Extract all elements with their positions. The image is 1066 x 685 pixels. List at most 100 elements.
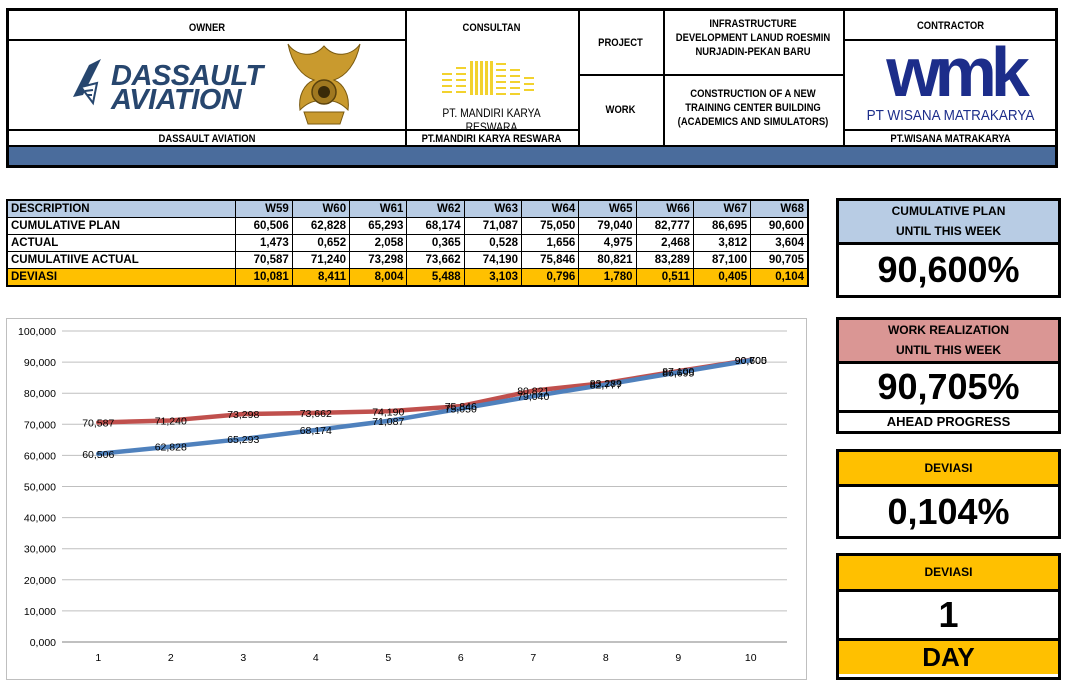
deviation-value: 0,104% [839,484,1058,537]
work-realization-subtitle: UNTIL THIS WEEK [895,343,1002,357]
table-cell: 10,081 [234,268,293,287]
progress-chart: 0,000 10,000 20,000 30,000 40,000 50,000 60,00… [6,318,807,680]
table-cell: 0,511 [635,268,694,287]
work-label: WORK [605,104,636,116]
table-cell: 90,705 [750,251,809,269]
table-cell: 8,004 [349,268,408,287]
table-cell: 87,100 [692,251,752,269]
y-tick-label: 80,000 [24,388,56,400]
consultant-name: PT.MANDIRI KARYA RESWARA [421,133,562,145]
table-cell: 3,604 [750,234,809,252]
dassault-logo-line2: AVIATION [111,84,242,116]
data-label: 71,087 [372,416,404,428]
cumulative-plan-subtitle: UNTIL THIS WEEK [895,224,1002,238]
y-tick-label: 20,000 [24,575,56,587]
table-cell: 86,695 [692,217,752,235]
contractor-logo-mark: wmk [886,33,1030,111]
table-header-week: W61 [349,199,408,218]
project-name: INFRASTRUCTURE DEVELOPMENT LANUD ROESMIN… [675,18,831,58]
y-tick-label: 10,000 [24,606,56,618]
table-cell: 60,506 [234,217,293,235]
data-label: 86,695 [662,367,694,379]
table-cell: 1,656 [520,234,580,252]
deviation-days-panel: DEVIASI 1 DAY [836,553,1061,680]
dassault-logo: DASSAULT AVIATION [71,57,271,117]
table-cell: 8,411 [291,268,351,287]
work-name: CONSTRUCTION OF A NEW TRAINING CENTER BU… [677,88,829,128]
table-cell: 4,975 [578,234,637,252]
table-cell: 73,662 [406,251,465,269]
dassault-emblem-icon [73,59,101,106]
table-cell: 2,058 [349,234,408,252]
x-tick-label: 1 [95,652,101,664]
x-tick-label: 8 [603,652,609,664]
progress-chart-svg: 0,000 10,000 20,000 30,000 40,000 50,000 60,00… [18,326,787,664]
data-label: 65,293 [227,434,259,446]
y-tick-label: 60,000 [24,450,56,462]
data-label: 82,777 [590,380,622,392]
data-label: 90,600 [735,355,767,367]
row-label: CUMULATIIVE ACTUAL [6,251,236,269]
table-cell: 3,812 [692,234,752,252]
data-label: 83,289 [590,378,622,390]
x-tick-label: 10 [745,652,757,664]
work-realization-panel: WORK REALIZATION UNTIL THIS WEEK 90,705%… [836,317,1061,434]
y-tick-label: 50,000 [24,482,56,494]
progress-table: DESCRIPTION W59 W60 W61 W62 W63 W64 W65 … [6,199,809,287]
x-tick-label: 6 [458,652,464,664]
table-header-week: W64 [520,199,580,218]
table-cell: 62,828 [291,217,351,235]
table-cell: 3,103 [463,268,522,287]
data-label: 74,190 [372,406,404,418]
table-header-week: W65 [578,199,637,218]
data-label: 60,506 [82,449,114,461]
y-tick-label: 70,000 [24,419,56,431]
cumulative-plan-value: 90,600% [839,242,1058,295]
table-cell: 90,600 [750,217,809,235]
table-cell: 0,796 [520,268,580,287]
deviation-days-value: 1 [839,589,1058,638]
consultant-label: CONSULTAN [462,22,521,34]
project-header: OWNER DASSAULT AVIATION DASSAULT AVIATIO… [6,8,1058,168]
owner-name: DASSAULT AVIATION [158,133,256,145]
cumulative-plan-panel: CUMULATIVE PLAN UNTIL THIS WEEK 90,600% [836,198,1061,298]
consultant-logo-text: PT. MANDIRI KARYA RESWARA [442,106,541,134]
table-row-deviation: DEVIASI 10,081 8,411 8,004 5,488 3,103 0… [6,268,809,287]
deviation-days-title: DEVIASI [839,556,1058,589]
table-header-week: W67 [692,199,752,218]
y-tick-label: 90,000 [24,357,56,369]
data-label: 75,050 [445,404,477,416]
table-cell: 80,821 [578,251,637,269]
table-header-week: W66 [635,199,694,218]
row-label: ACTUAL [6,234,236,252]
table-row-actual: ACTUAL 1,473 0,652 2,058 0,365 0,528 1,6… [6,234,809,252]
table-header-week: W63 [463,199,522,218]
table-cell: 0,405 [692,268,752,287]
data-label: 71,240 [155,415,187,427]
contractor-label: CONTRACTOR [916,20,985,32]
work-realization-header: WORK REALIZATION UNTIL THIS WEEK [839,320,1058,361]
data-label: 68,174 [300,425,332,437]
table-cell: 83,289 [635,251,694,269]
y-tick-label: 0,000 [30,637,56,649]
x-tick-label: 5 [385,652,391,664]
data-label: 79,040 [517,391,549,403]
air-force-emblem-icon [287,43,361,125]
table-cell: 1,473 [234,234,293,252]
cumulative-plan-title: CUMULATIVE PLAN [891,204,1006,218]
x-tick-label: 3 [240,652,246,664]
table-cell: 73,298 [349,251,408,269]
y-tick-label: 40,000 [24,513,56,525]
table-cell: 0,365 [406,234,465,252]
row-label: CUMULATIVE PLAN [6,217,236,235]
table-row-cumulative-plan: CUMULATIVE PLAN 60,506 62,828 65,293 68,… [6,217,809,235]
consultant-logo-icon [442,61,534,95]
x-tick-label: 9 [675,652,681,664]
table-cell: 0,652 [291,234,351,252]
work-realization-value: 90,705% [839,361,1058,410]
project-label: PROJECT [598,37,643,49]
table-cell: 0,528 [463,234,522,252]
y-tick-label: 100,000 [18,326,56,338]
table-header-week: W59 [234,199,293,218]
progress-status: AHEAD PROGRESS [839,410,1058,431]
